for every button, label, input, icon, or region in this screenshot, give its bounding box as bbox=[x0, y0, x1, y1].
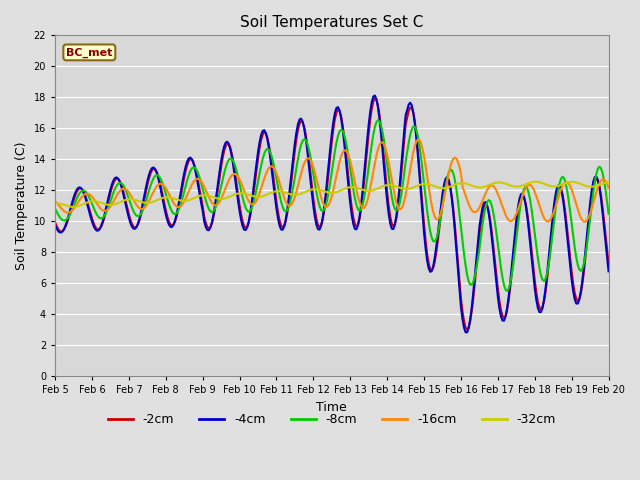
-2cm bbox=[463, 327, 471, 333]
-4cm bbox=[387, 221, 394, 227]
-4cm bbox=[51, 222, 59, 228]
-8cm bbox=[367, 152, 374, 158]
-4cm bbox=[463, 329, 471, 335]
-2cm bbox=[540, 299, 548, 304]
Legend: -2cm, -4cm, -8cm, -16cm, -32cm: -2cm, -4cm, -8cm, -16cm, -32cm bbox=[102, 408, 561, 431]
-32cm bbox=[67, 204, 74, 209]
-4cm bbox=[371, 93, 379, 98]
Line: -4cm: -4cm bbox=[55, 96, 609, 332]
-16cm bbox=[605, 185, 612, 191]
-32cm bbox=[531, 179, 539, 184]
Line: -32cm: -32cm bbox=[55, 181, 609, 207]
-32cm bbox=[51, 201, 59, 206]
Y-axis label: Soil Temperature (C): Soil Temperature (C) bbox=[15, 142, 28, 270]
-16cm bbox=[154, 182, 162, 188]
-16cm bbox=[539, 212, 547, 217]
-8cm bbox=[605, 211, 612, 216]
Title: Soil Temperatures Set C: Soil Temperatures Set C bbox=[240, 15, 424, 30]
-2cm bbox=[67, 208, 74, 214]
-16cm bbox=[580, 219, 588, 225]
-16cm bbox=[385, 160, 392, 166]
-32cm bbox=[368, 188, 376, 193]
-2cm bbox=[399, 156, 406, 162]
-16cm bbox=[67, 209, 74, 215]
-4cm bbox=[154, 175, 162, 180]
-8cm bbox=[67, 211, 74, 216]
Text: BC_met: BC_met bbox=[66, 47, 113, 58]
-32cm bbox=[387, 182, 394, 188]
-4cm bbox=[540, 297, 548, 303]
-4cm bbox=[399, 148, 406, 154]
-8cm bbox=[374, 117, 382, 123]
Line: -16cm: -16cm bbox=[55, 140, 609, 222]
-8cm bbox=[399, 183, 406, 189]
-32cm bbox=[156, 196, 163, 202]
-8cm bbox=[154, 172, 162, 178]
-4cm bbox=[67, 206, 74, 212]
-32cm bbox=[399, 186, 406, 192]
-16cm bbox=[414, 137, 422, 143]
-4cm bbox=[367, 108, 374, 114]
-2cm bbox=[154, 173, 162, 179]
-2cm bbox=[605, 261, 612, 266]
-8cm bbox=[51, 206, 59, 212]
-32cm bbox=[70, 204, 77, 210]
-2cm bbox=[371, 96, 379, 101]
-16cm bbox=[397, 206, 405, 212]
-16cm bbox=[51, 198, 59, 204]
-8cm bbox=[503, 288, 511, 294]
-8cm bbox=[540, 278, 548, 284]
-32cm bbox=[605, 180, 612, 185]
Line: -8cm: -8cm bbox=[55, 120, 609, 291]
-2cm bbox=[367, 117, 374, 122]
-4cm bbox=[605, 268, 612, 274]
-2cm bbox=[51, 219, 59, 225]
X-axis label: Time: Time bbox=[316, 400, 347, 413]
-8cm bbox=[387, 184, 394, 190]
-16cm bbox=[367, 185, 374, 191]
Line: -2cm: -2cm bbox=[55, 98, 609, 330]
-32cm bbox=[540, 181, 548, 187]
-2cm bbox=[387, 214, 394, 219]
